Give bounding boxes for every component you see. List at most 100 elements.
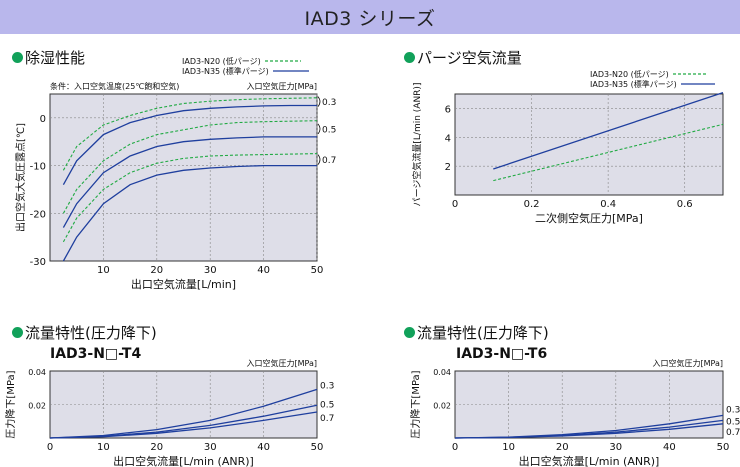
dehumidify-section-title: 除湿性能 [12,47,85,68]
legend-item-n20: IAD3-N20 (低パージ) [182,56,309,66]
flow-t4-model: IAD3-N□-T4 [50,346,142,362]
purge-y-tick-label: 4 [445,133,451,144]
legend-label-n35: IAD3-N35 (標準パージ) [182,66,269,76]
dehumidify-title-text: 除湿性能 [25,49,86,67]
legend-item-n20: IAD3-N20 (低パージ) [590,69,715,79]
flow-t6-section-title: 流量特性(圧力降下) [404,322,549,343]
purge-legend: IAD3-N20 (低パージ) IAD3-N35 (標準パージ) [590,69,715,89]
flow-t4-x-tick-label: 0 [47,442,53,453]
flow-t6-y-axis-label: 圧力降下[MPa] [409,370,422,438]
flow-t4-y-axis-label: 圧力降下[MPa] [4,370,17,438]
pressure-brace [317,96,321,107]
flow-t4-x-axis-label: 出口空気流量[L/min (ANR)] [113,454,254,467]
flow-t6-x-tick-label: 30 [609,442,622,453]
dehumidify-y-axis-label: 出口空気大気圧露点[℃] [14,123,27,232]
flow-t6-x-tick-label: 40 [663,442,676,453]
flow_t4-series-0 [49,388,318,439]
dehumidify-series-3 [62,136,317,228]
flow-t4-pressure-label: 0.5 [320,400,334,410]
flow-t6-pressure-label: 0.5 [726,417,740,427]
legend-label-n20: IAD3-N20 (低パージ) [590,69,669,79]
dehumidify-series-4 [62,153,318,243]
dehumidify-y-tick-label: -20 [30,209,46,220]
dehumidify-x-tick-label: 50 [311,265,324,276]
solid-line-swatch [680,83,715,85]
dehumidify-series-5 [62,164,317,262]
dehumidify-legend: IAD3-N20 (低パージ) IAD3-N35 (標準パージ) [182,56,309,76]
dehumidify-series-0 [62,97,318,171]
dehumidify-x-tick-label: 40 [257,265,270,276]
purge-x-tick-label: 0.4 [600,199,616,210]
dehumidify-y-tick-label: -30 [30,257,46,268]
purge-plot-area [454,93,724,196]
dehumidify-series-1 [62,104,317,186]
flow-t6-pressure-unit: 入口空気圧力[MPa] [652,358,723,368]
flow-t4-y-tick-label: 0.02 [28,402,46,411]
bullet-icon [12,327,23,338]
flow-t6-x-tick-label: 20 [556,442,569,453]
purge-y-tick-label: 6 [445,104,451,115]
dehumidify-condition: 条件：入口空気温度(25℃飽和空気) [50,81,179,91]
purge-x-tick-label: 0.2 [524,199,540,210]
flow-t6-x-tick-label: 10 [502,442,515,453]
purge-y-tick-label: 2 [445,162,451,173]
dehumidify-plot-area [49,93,318,262]
dehumidify-x-tick-label: 20 [150,265,163,276]
flow-t6-x-axis-label: 出口空気流量[L/min (ANR)] [519,454,660,467]
purge-series-0 [493,123,724,182]
flow_t6-series-2 [454,423,724,439]
dehumidify-x-tick-label: 10 [97,265,110,276]
legend-item-n35: IAD3-N35 (標準パージ) [590,79,715,89]
legend-label-n20: IAD3-N20 (低パージ) [182,56,261,66]
legend-item-n35: IAD3-N35 (標準パージ) [182,66,309,76]
dehumidify-x-tick-label: 30 [204,265,217,276]
flow-t4-pressure-label: 0.7 [320,414,334,424]
flow-t6-x-tick-label: 0 [452,442,458,453]
dehumidify-series-2 [62,120,318,214]
flow-t6-model: IAD3-N□-T6 [456,346,548,362]
flow-t4-pressure-label: 0.3 [320,381,334,391]
dehumidify-y-tick-label: -10 [30,162,46,173]
purge-y-axis-label: パージ空気流量[L/min (ANR)] [411,83,423,207]
bullet-icon [12,52,23,63]
bullet-icon [404,327,415,338]
pressure-brace [317,123,321,135]
flow-t4-title-text: 流量特性(圧力降下) [25,324,157,342]
purge-section-title: パージ空気流量 [404,47,522,68]
dehumidify-x-axis-label: 出口空気流量[L/min] [131,277,236,291]
flow-t4-x-tick-label: 20 [150,442,163,453]
purge-x-tick-label: 0.6 [677,199,693,210]
flow-t4-x-tick-label: 30 [204,442,217,453]
flow-t6-y-tick-label: 0.02 [433,402,451,411]
dehumidify-pressure-label: 0.5 [322,125,336,135]
dehumidify-y-tick-label: 0 [40,114,46,125]
flow-t6-title-text: 流量特性(圧力降下) [417,324,549,342]
purge-x-axis-label: 二次側空気圧力[MPa] [535,211,643,225]
legend-label-n35: IAD3-N35 (標準パージ) [590,79,677,89]
flow-t6-y-tick-label: 0.04 [433,368,451,377]
dehumidify-pressure-unit: 入口空気圧力[MPa] [246,81,317,91]
purge-title-text: パージ空気流量 [417,49,522,67]
solid-line-swatch [272,70,309,72]
dashed-line-swatch [672,73,707,75]
dashed-line-swatch [264,60,301,62]
flow-t6-pressure-label: 0.3 [726,405,740,415]
flow-t4-section-title: 流量特性(圧力降下) [12,322,157,343]
page-title: IAD3 シリーズ [304,7,436,30]
pressure-brace [317,154,321,165]
flow-t4-x-tick-label: 10 [97,442,110,453]
bullet-icon [404,52,415,63]
flow-t6-x-tick-label: 50 [717,442,730,453]
flow-t4-x-tick-label: 50 [311,442,324,453]
flow-t4-x-tick-label: 40 [257,442,270,453]
purge-x-tick-label: 0 [452,199,458,210]
flow-t4-y-tick-label: 0.04 [28,368,46,377]
flow_t4-series-2 [49,411,318,439]
purge-series-1 [493,91,724,170]
flow-t6-pressure-label: 0.7 [726,428,740,438]
flow-t4-pressure-unit: 入口空気圧力[MPa] [246,358,317,368]
dehumidify-pressure-label: 0.3 [322,98,336,108]
dehumidify-pressure-label: 0.7 [322,156,336,166]
page-header: IAD3 シリーズ [0,0,740,34]
